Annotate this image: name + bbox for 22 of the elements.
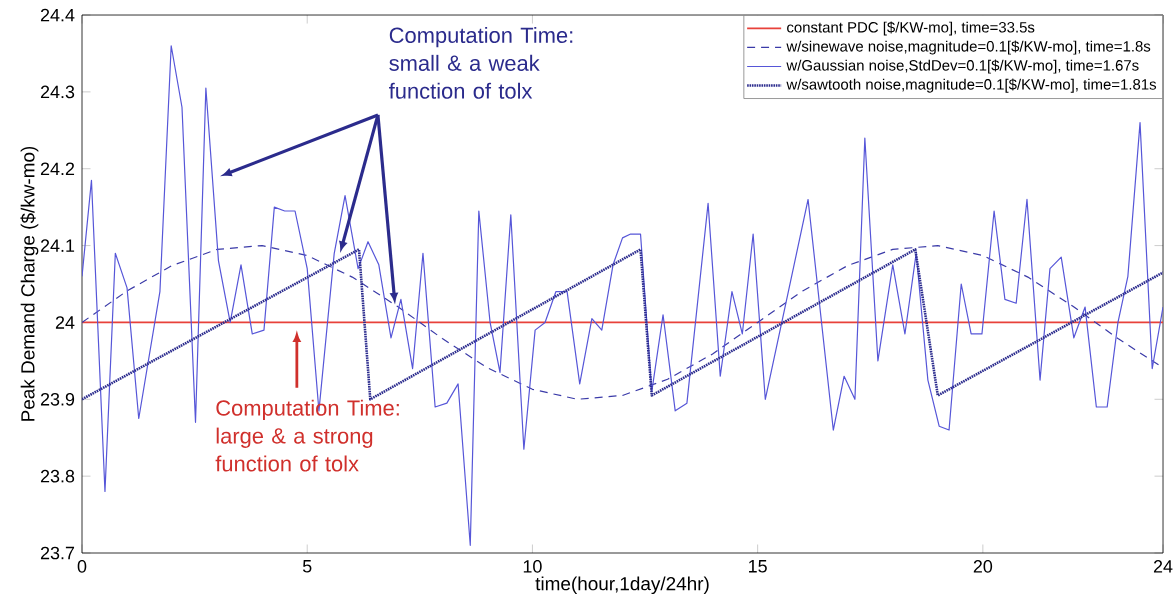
legend-label: w/sawtooth noise,magnitude=0.1[$/KW-mo], time=1.81s <box>786 78 1157 93</box>
x-tick-label: 24 <box>1153 560 1173 573</box>
x-axis-title: time(hour,1day/24hr) <box>535 576 709 595</box>
y-tick-label: 24.1 <box>40 239 75 252</box>
legend-label: constant PDC [$/KW-mo], time=33.5s <box>787 21 1035 36</box>
y-tick-label: 23.8 <box>40 469 75 483</box>
y-tick-label: 24 <box>55 316 75 329</box>
legend-label: w/Gaussian noise,StdDev=0.1[$/KW-mo], time=1.67s <box>786 59 1139 74</box>
annotation: Computation Time: large & a strong function of tolx <box>215 399 399 472</box>
annotation: Computation Time: small & a weak function of tolx <box>389 26 573 99</box>
x-tick-label: 0 <box>77 560 87 573</box>
x-tick-label: 5 <box>302 560 312 573</box>
y-tick-label: 24.2 <box>40 162 75 175</box>
y-axis-title: Peak Demand Charge ($/kw-mo) <box>20 146 39 421</box>
y-tick-label: 24.3 <box>40 85 75 99</box>
y-tick-label: 24.4 <box>40 8 75 22</box>
y-tick-label: 23.7 <box>40 546 75 560</box>
x-tick-label: 15 <box>749 560 767 573</box>
legend-label: w/sinewave noise,magnitude=0.1[$/KW-mo], time=1.8s <box>786 40 1151 55</box>
x-tick-label: 10 <box>523 560 542 573</box>
y-tick-label: 23.9 <box>40 392 75 406</box>
x-tick-label: 20 <box>973 560 993 573</box>
